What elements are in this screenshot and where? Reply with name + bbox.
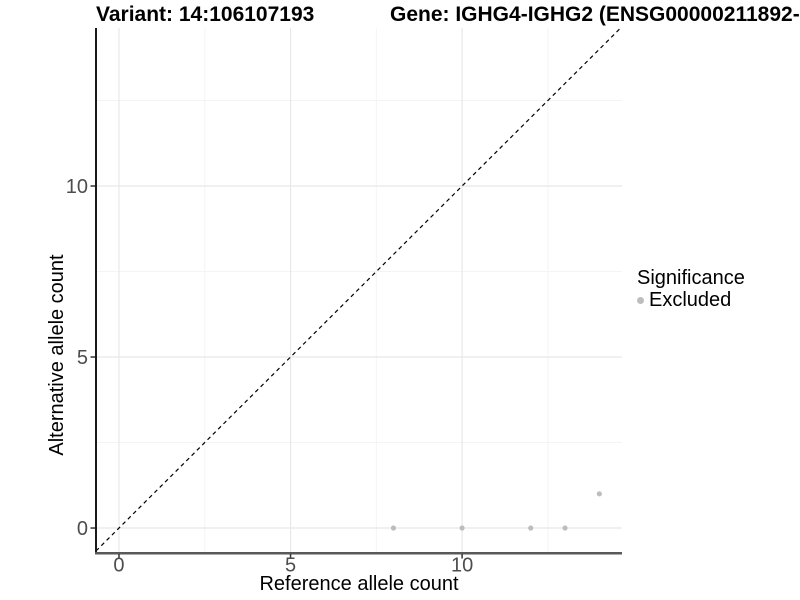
data-point [596,491,602,497]
x-axis-label: Reference allele count [259,573,459,595]
x-tick-label: 0 [113,555,124,577]
data-point [528,525,534,531]
identity-dashed-line [95,27,622,552]
legend-title: Significance [637,267,745,289]
y-axis-label: Alternative allele count [46,254,68,456]
legend: Significance Excluded [637,267,745,311]
data-point [562,525,568,531]
y-tick-label: 0 [77,518,88,540]
variant-title: Variant: 14:106107193 [96,3,315,26]
legend-item-label: Excluded [649,289,732,311]
data-point [459,525,465,531]
x-tick-label: 5 [285,555,296,577]
x-tick-label: 10 [451,555,473,577]
excluded-point-icon [637,297,644,304]
legend-item-excluded: Excluded [637,290,745,311]
y-tick-label: 5 [77,347,88,369]
data-point [390,525,397,531]
y-tick-label: 10 [66,176,88,198]
gene-title: Gene: IGHG4-IGHG2 (ENSG00000211892-EN [390,3,800,26]
